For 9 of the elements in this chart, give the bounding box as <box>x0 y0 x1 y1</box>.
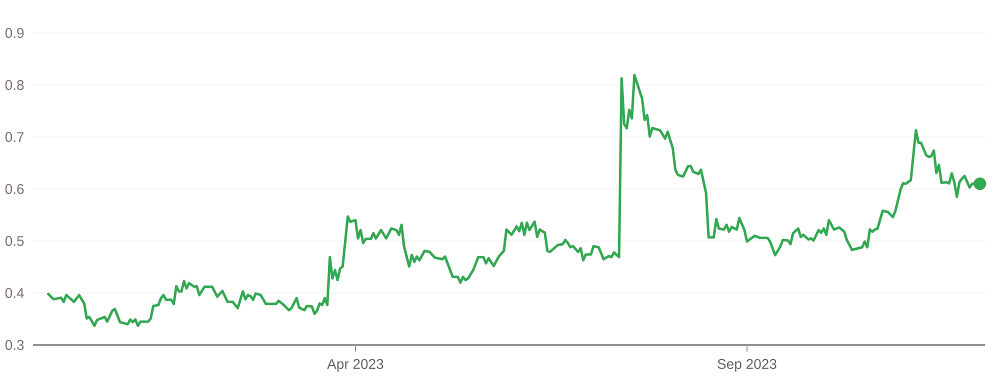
x-tick-label: Sep 2023 <box>718 359 776 372</box>
y-tick-label: 0.7 <box>5 132 24 142</box>
y-tick-label: 0.8 <box>5 80 24 90</box>
y-tick-label: 0.9 <box>5 28 24 38</box>
y-tick-label: 0.6 <box>5 184 24 194</box>
y-tick-label: 0.5 <box>5 236 24 246</box>
y-tick-label: 0.4 <box>5 288 24 298</box>
x-tick-label: Apr 2023 <box>327 359 384 372</box>
y-tick-label: 0.3 <box>5 340 24 350</box>
